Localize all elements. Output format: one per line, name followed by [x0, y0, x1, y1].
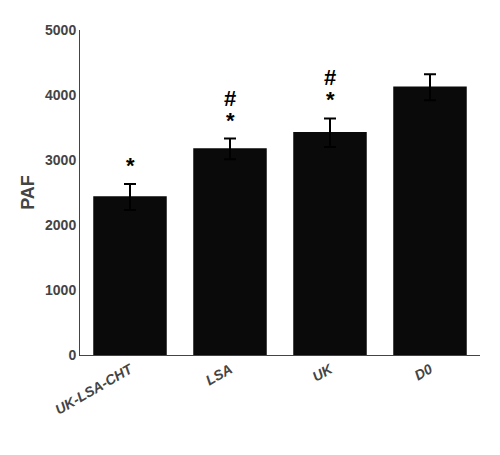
- svg-text:4000: 4000: [45, 87, 76, 103]
- svg-text:*: *: [126, 153, 135, 178]
- svg-text:PAF: PAF: [18, 175, 38, 210]
- svg-text:*: *: [226, 108, 235, 133]
- svg-text:LSA: LSA: [203, 361, 235, 389]
- svg-text:UK-LSA-CHT: UK-LSA-CHT: [52, 360, 136, 418]
- svg-text:1000: 1000: [45, 282, 76, 298]
- svg-text:5000: 5000: [45, 22, 76, 38]
- svg-text:*: *: [326, 87, 335, 112]
- svg-text:3000: 3000: [45, 152, 76, 168]
- svg-text:#: #: [224, 86, 236, 111]
- svg-text:#: #: [324, 65, 336, 90]
- svg-text:2000: 2000: [45, 217, 76, 233]
- svg-text:UK: UK: [309, 360, 335, 384]
- svg-text:D0: D0: [411, 361, 435, 384]
- svg-text:0: 0: [68, 347, 76, 363]
